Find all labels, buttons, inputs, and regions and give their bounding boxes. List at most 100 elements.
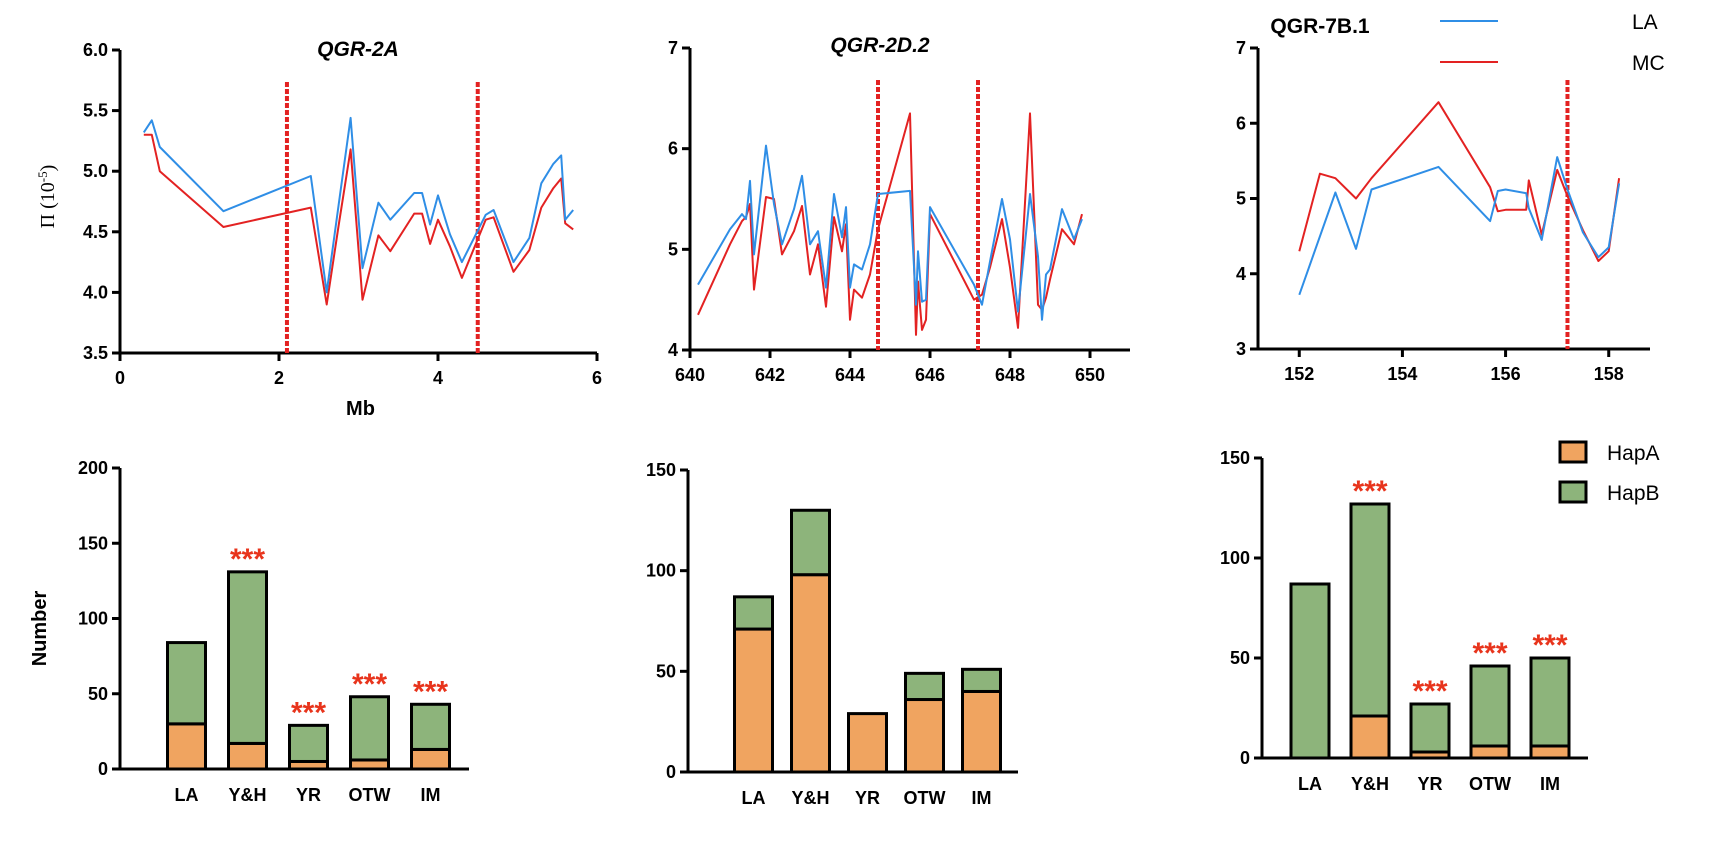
bar-segment-hapb bbox=[1409, 702, 1451, 754]
y-tick-label: 5.5 bbox=[83, 101, 108, 121]
y-tick-label: 7 bbox=[1236, 38, 1246, 58]
bar-segment-hapb bbox=[288, 723, 329, 763]
x-tick-label: YR bbox=[296, 785, 321, 805]
y-tick-label: 4.5 bbox=[83, 222, 108, 242]
series-line-LA bbox=[1298, 156, 1621, 296]
legend-swatch-HapA bbox=[1558, 440, 1588, 464]
series-line-MC bbox=[697, 112, 1083, 336]
series-line-LA bbox=[697, 144, 1083, 321]
line-chart-qgr-2a: 3.5 4.0 4.5 5.0 5.5 6.0 0 2 4 6 QGR-2A Mb Π (10-5) bbox=[35, 38, 603, 420]
legend-swatch-HapB bbox=[1558, 480, 1588, 504]
bar-segment-hapa bbox=[166, 722, 207, 771]
y-tick-label: 7 bbox=[668, 38, 678, 58]
x-tick-label: IM bbox=[972, 788, 992, 808]
y-tick-label: 3.5 bbox=[83, 343, 108, 363]
bar-segment-hapb bbox=[961, 667, 1002, 693]
y-tick-label: 0 bbox=[98, 759, 108, 779]
bar-segment-hapb bbox=[790, 508, 831, 577]
y-tick-label: 6.0 bbox=[83, 40, 108, 60]
y-tick-label: 5 bbox=[1236, 189, 1246, 209]
bar-chart-right: 0 50 100 150 LA Y&H *** YR *** OTW *** IM *** bbox=[1220, 448, 1588, 794]
bar-chart-left: 0 50 100 150 200 LA Y&H *** YR *** OTW *** IM *** Numb… bbox=[29, 458, 469, 805]
significance-label: *** bbox=[1412, 675, 1447, 708]
y-tick-label: 50 bbox=[1230, 648, 1250, 668]
y-tick-label: 200 bbox=[78, 458, 108, 478]
y-tick-label: 50 bbox=[656, 661, 676, 681]
y-axis-title: Number bbox=[29, 591, 51, 667]
x-tick-label: Y&H bbox=[791, 788, 829, 808]
bar-chart-middle: 0 50 100 150 LA Y&H YR OTW IM bbox=[646, 460, 1018, 808]
y-tick-label: 6 bbox=[668, 139, 678, 159]
bar-segment-hapb bbox=[733, 595, 774, 631]
bar-segment-hapa bbox=[904, 698, 945, 774]
bar-segment-hapb bbox=[410, 702, 451, 751]
y-tick-label: 150 bbox=[78, 533, 108, 553]
bar-segment-hapb bbox=[1349, 502, 1391, 718]
bar-segment-hapb bbox=[1289, 582, 1331, 760]
y-tick-label: 5.0 bbox=[83, 161, 108, 181]
y-tick-label: 0 bbox=[1240, 748, 1250, 768]
y-tick-label: 50 bbox=[88, 684, 108, 704]
x-tick-label: LA bbox=[175, 785, 199, 805]
y-tick-label: 4 bbox=[1236, 264, 1246, 284]
bar-segment-hapb bbox=[166, 641, 207, 726]
y-tick-label: 4 bbox=[668, 340, 678, 360]
x-tick-label: OTW bbox=[1469, 774, 1511, 794]
y-tick-label: 3 bbox=[1236, 339, 1246, 359]
x-tick-label: YR bbox=[1417, 774, 1442, 794]
bar-legend: HapA HapB bbox=[1558, 440, 1660, 505]
bar-segment-hapa bbox=[961, 689, 1002, 774]
legend-label-MC: MC bbox=[1632, 52, 1665, 75]
x-tick-label: OTW bbox=[904, 788, 946, 808]
bar-segment-hapa bbox=[1529, 744, 1571, 760]
y-axis-title-exponent: -5 bbox=[35, 171, 50, 182]
bar-segment-hapa bbox=[733, 627, 774, 774]
x-tick-label: 158 bbox=[1594, 364, 1624, 384]
significance-label: *** bbox=[1352, 475, 1387, 508]
x-tick-label: YR bbox=[855, 788, 880, 808]
x-tick-label: OTW bbox=[349, 785, 391, 805]
y-axis-title-base: 10 bbox=[37, 182, 59, 202]
significance-label: *** bbox=[413, 675, 448, 708]
line-chart-qgr-7b1: 3 4 5 6 7 152 154 156 158 QGR-7B.1 bbox=[1236, 15, 1650, 384]
x-tick-label: LA bbox=[1298, 774, 1322, 794]
bar-segment-hapa bbox=[847, 712, 888, 774]
x-tick-label: 640 bbox=[675, 365, 705, 385]
legend-label-HapA: HapA bbox=[1607, 442, 1660, 465]
y-tick-label: 150 bbox=[1220, 448, 1250, 468]
x-tick-label: 4 bbox=[433, 368, 443, 388]
legend-label-HapB: HapB bbox=[1607, 482, 1660, 505]
y-tick-label: 0 bbox=[666, 762, 676, 782]
bar-segment-hapa bbox=[227, 741, 268, 771]
x-axis-title: Mb bbox=[346, 398, 375, 420]
y-tick-label: 6 bbox=[1236, 113, 1246, 133]
y-tick-label: 100 bbox=[1220, 548, 1250, 568]
x-tick-label: 646 bbox=[915, 365, 945, 385]
bar-segment-hapa bbox=[1349, 714, 1391, 760]
bar-segment-hapa bbox=[1469, 744, 1511, 760]
x-tick-label: Y&H bbox=[228, 785, 266, 805]
y-tick-label: 100 bbox=[646, 561, 676, 581]
y-axis-title-symbol: Π ( bbox=[37, 202, 59, 228]
x-tick-label: 152 bbox=[1284, 364, 1314, 384]
y-tick-label: 5 bbox=[668, 239, 678, 259]
legend-label-LA: LA bbox=[1632, 11, 1658, 34]
significance-label: *** bbox=[352, 668, 387, 701]
x-tick-label: IM bbox=[421, 785, 441, 805]
x-tick-label: IM bbox=[1540, 774, 1560, 794]
bar-segment-hapb bbox=[227, 570, 268, 745]
x-tick-label: 0 bbox=[115, 368, 125, 388]
bar-segment-hapb bbox=[904, 671, 945, 702]
line-legend: LA MC bbox=[1440, 11, 1665, 75]
series-line-MC bbox=[1298, 101, 1621, 262]
panel-title: QGR-2D.2 bbox=[830, 34, 930, 57]
x-tick-label: LA bbox=[742, 788, 766, 808]
significance-label: *** bbox=[230, 543, 265, 576]
significance-label: *** bbox=[1532, 629, 1567, 662]
bar-segment-hapb bbox=[1469, 664, 1511, 748]
y-axis-title: Π (10-5) bbox=[35, 165, 60, 229]
line-chart-qgr-2d2: 4 5 6 7 640 642 644 646 648 650 QGR-2D.2 bbox=[668, 34, 1130, 385]
bar-segment-hapb bbox=[1529, 656, 1571, 748]
series-line-MC bbox=[143, 133, 574, 306]
